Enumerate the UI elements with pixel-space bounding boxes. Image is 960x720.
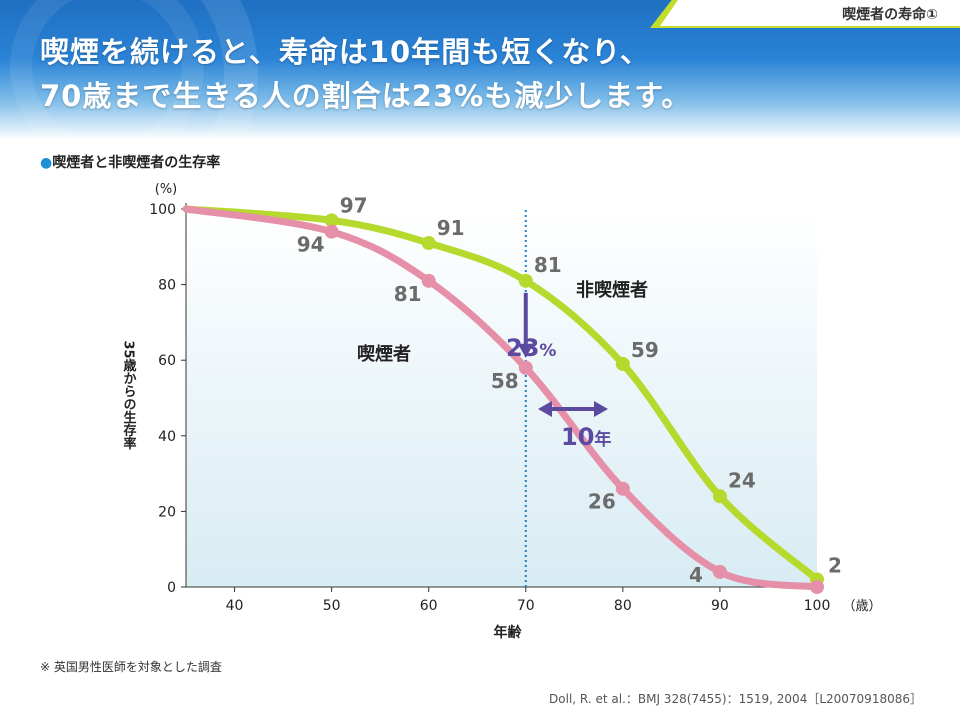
header-banner: 喫煙者の寿命① 喫煙を続けると、寿命は10年間も短くなり、 70歳まで生きる人の… [0, 0, 960, 140]
y-tick-label: 60 [158, 353, 176, 369]
plot-area [186, 209, 817, 587]
chart-subtitle-text: 喫煙者と非喫煙者の生存率 [52, 155, 221, 171]
chart-subtitle: ●喫煙者と非喫煙者の生存率 [40, 152, 220, 172]
nonsmoker-point [712, 489, 727, 504]
series-label-nonsmoker: 非喫煙者 [576, 279, 648, 301]
smoker-data-label: 4 [689, 563, 703, 587]
y-unit-label: (%) [155, 182, 178, 197]
nonsmoker-data-label: 24 [728, 468, 756, 492]
smoker-data-label: 26 [588, 490, 616, 514]
bullet-icon: ● [40, 155, 53, 171]
title-line-2: 70歳まで生きる人の割合は23%も減少します。 [40, 79, 692, 113]
x-tick-label: 50 [323, 598, 341, 614]
page-title: 喫煙を続けると、寿命は10年間も短くなり、 70歳まで生きる人の割合は23%も減… [40, 30, 940, 118]
section-tag-label: 喫煙者の寿命① [842, 7, 938, 23]
footnote: ※ 英国男性医師を対象とした調査 [40, 660, 222, 674]
nonsmoker-data-label: 81 [534, 253, 562, 277]
x-unit-label: （歳） [842, 599, 881, 614]
section-tag: 喫煙者の寿命① [650, 0, 960, 28]
y-tick-label: 80 [158, 278, 176, 294]
source-citation: Doll, R. et al.：BMJ 328(7455)：1519, 2004… [549, 692, 922, 706]
nonsmoker-data-label: 91 [437, 216, 465, 240]
nonsmoker-data-label: 2 [828, 553, 842, 577]
nonsmoker-point [615, 356, 630, 371]
y-tick-label: 100 [149, 202, 176, 218]
smoker-point [810, 580, 824, 594]
gap-arrow-horizontal-right-head [594, 401, 608, 417]
smoker-data-label: 81 [394, 282, 422, 306]
x-tick-label: 40 [226, 598, 244, 614]
smoker-point [712, 564, 727, 579]
nonsmoker-point [324, 213, 339, 228]
smoker-point [615, 481, 630, 496]
x-tick-label: 90 [711, 598, 729, 614]
nonsmoker-data-label: 59 [631, 338, 659, 362]
x-tick-label: 60 [420, 598, 438, 614]
nonsmoker-point [518, 273, 533, 288]
gap-arrow-vertical-head [517, 343, 534, 358]
series-label-smoker: 喫煙者 [357, 343, 411, 365]
smoker-data-label: 58 [491, 369, 519, 393]
y-axis-title: 35歳からの生存率 [121, 340, 137, 451]
smoker-point [421, 273, 436, 288]
y-tick-label: 0 [167, 580, 176, 596]
x-tick-label: 100 [804, 598, 831, 614]
smoker-point [518, 360, 533, 375]
gap-23-label: 23% [506, 334, 556, 362]
nonsmoker-point [421, 236, 436, 251]
y-tick-label: 40 [158, 429, 176, 445]
x-axis-title: 年齢 [494, 624, 523, 641]
gap-10-label: 10年 [561, 423, 611, 451]
x-tick-label: 80 [614, 598, 632, 614]
smoker-data-label: 94 [297, 233, 325, 257]
x-tick-label: 70 [517, 598, 535, 614]
nonsmoker-data-label: 97 [340, 193, 368, 217]
smoker-point [324, 224, 339, 239]
title-line-1: 喫煙を続けると、寿命は10年間も短くなり、 [40, 35, 651, 69]
gap-arrow-horizontal-left-head [538, 401, 552, 417]
y-tick-label: 20 [158, 504, 176, 520]
